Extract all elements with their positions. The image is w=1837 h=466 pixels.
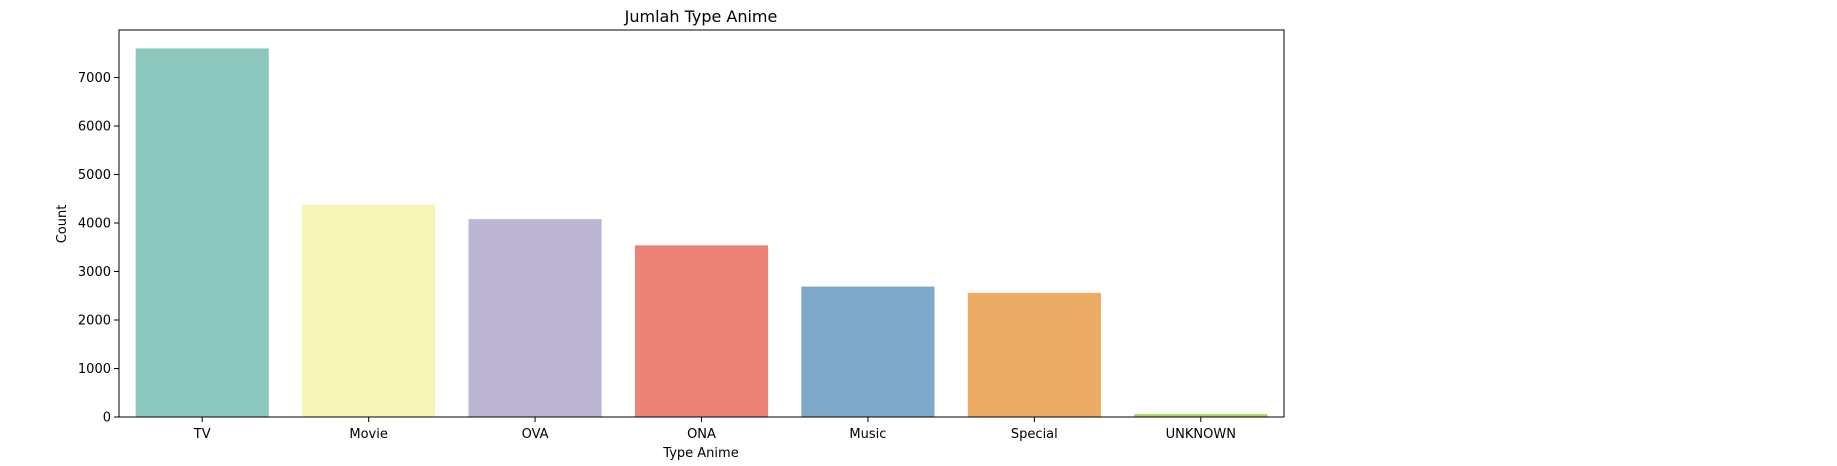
y-axis: 0 1000 2000 3000 4000 5000 6000 7000 [78, 71, 119, 426]
x-tick-label: UNKNOWN [1166, 427, 1236, 442]
x-tick-label: Movie [349, 427, 387, 442]
plot-frame [118, 29, 1285, 418]
bar-ova [468, 219, 602, 417]
x-axis-label: Type Anime [662, 446, 738, 461]
y-tick-label: 7000 [78, 71, 111, 86]
chart-title: Jumlah Type Anime [624, 7, 778, 26]
bars [135, 48, 1268, 418]
bar-unknown [1134, 414, 1268, 417]
x-tick-label: Special [1011, 427, 1058, 442]
bar-music [801, 286, 935, 417]
bar-tv [135, 48, 269, 418]
bar-special [967, 292, 1101, 417]
y-axis-label: Count [55, 205, 70, 244]
y-tick-label: 4000 [78, 217, 111, 232]
y-tick-label: 6000 [78, 120, 111, 135]
y-tick-label: 0 [103, 411, 111, 426]
bar-movie [302, 204, 436, 417]
x-tick-label: Music [849, 427, 886, 442]
y-tick-label: 1000 [78, 362, 111, 377]
y-tick-label: 2000 [78, 314, 111, 329]
bar-ona [634, 245, 769, 417]
y-tick-label: 5000 [78, 168, 111, 183]
x-tick-label: ONA [687, 427, 716, 442]
x-axis: TV Movie OVA ONA Music Special UNKNOWN [193, 417, 1236, 442]
y-tick-label: 3000 [78, 265, 111, 280]
x-tick-label: TV [193, 427, 211, 442]
x-tick-label: OVA [522, 427, 549, 442]
